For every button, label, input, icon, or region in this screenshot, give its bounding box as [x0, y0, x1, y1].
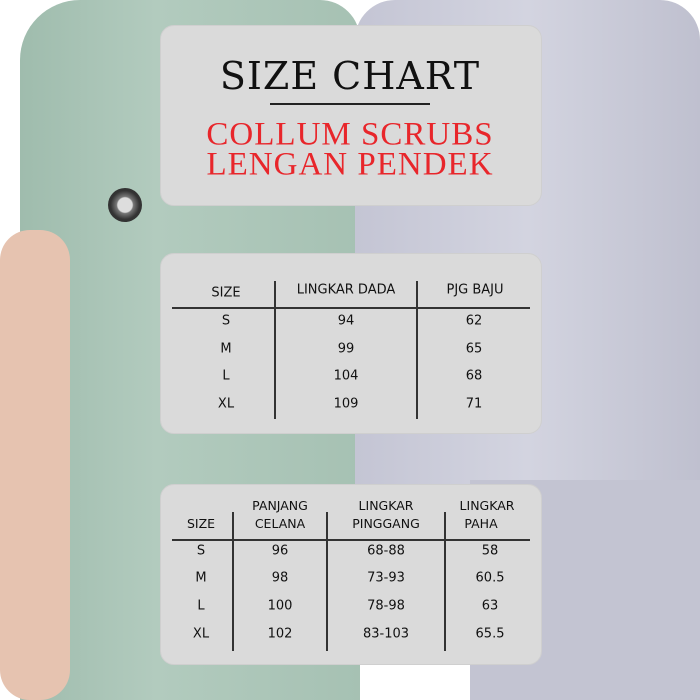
table-cell: 96 — [271, 543, 289, 559]
column-header: PINGGANG — [352, 516, 420, 531]
table-cell: S — [196, 543, 206, 559]
table-cell: S — [221, 313, 231, 329]
table-cell: 78-98 — [367, 598, 405, 614]
table-cell: 68-88 — [367, 543, 405, 559]
subtitle-line1: COLLUM SCRUBS — [206, 116, 494, 153]
table-cell: 58 — [481, 543, 499, 559]
page-title: SIZE CHART — [219, 54, 481, 98]
column-header: CELANA — [254, 516, 306, 531]
table-cell: 83-103 — [362, 626, 410, 642]
stethoscope-icon — [108, 188, 142, 222]
column-header: PJG BAJU — [446, 282, 504, 298]
model-left-arm — [0, 230, 70, 700]
table-cell: M — [195, 570, 207, 586]
column-header: LINGKAR — [358, 498, 414, 513]
table-cell: 104 — [333, 368, 359, 384]
column-divider — [274, 281, 276, 419]
top-size-table — [160, 253, 542, 434]
header-divider — [172, 307, 530, 309]
table-cell: 109 — [333, 396, 359, 412]
table-cell: 102 — [267, 626, 293, 642]
column-divider — [416, 281, 418, 419]
title-panel — [160, 25, 542, 206]
column-header: LINGKAR — [459, 498, 515, 513]
table-cell: 65.5 — [475, 626, 505, 642]
table-cell: 63 — [481, 598, 499, 614]
column-header: PAHA — [464, 516, 498, 531]
table-cell: 68 — [465, 368, 483, 384]
table-cell: 100 — [267, 598, 293, 614]
table-cell: 65 — [465, 341, 483, 357]
table-cell: XL — [217, 396, 235, 412]
table-cell: 60.5 — [475, 570, 505, 586]
table-cell: M — [220, 341, 232, 357]
column-header: SIZE — [211, 285, 241, 301]
table-cell: XL — [192, 626, 210, 642]
table-cell: 71 — [465, 396, 483, 412]
table-cell: 62 — [465, 313, 483, 329]
subtitle-line2: LENGAN PENDEK — [206, 146, 494, 183]
column-header: SIZE — [186, 516, 216, 531]
column-divider — [326, 512, 328, 651]
column-divider — [444, 512, 446, 651]
table-cell: L — [222, 368, 230, 384]
table-cell: 94 — [337, 313, 355, 329]
table-cell: 99 — [337, 341, 355, 357]
header-divider — [172, 539, 530, 541]
title-divider — [270, 103, 430, 105]
column-header: LINGKAR DADA — [296, 282, 396, 298]
column-header: PANJANG — [252, 498, 308, 513]
table-cell: L — [197, 598, 205, 614]
column-divider — [232, 512, 234, 651]
table-cell: 73-93 — [367, 570, 405, 586]
bottom-size-table — [160, 484, 542, 665]
table-cell: 98 — [271, 570, 289, 586]
